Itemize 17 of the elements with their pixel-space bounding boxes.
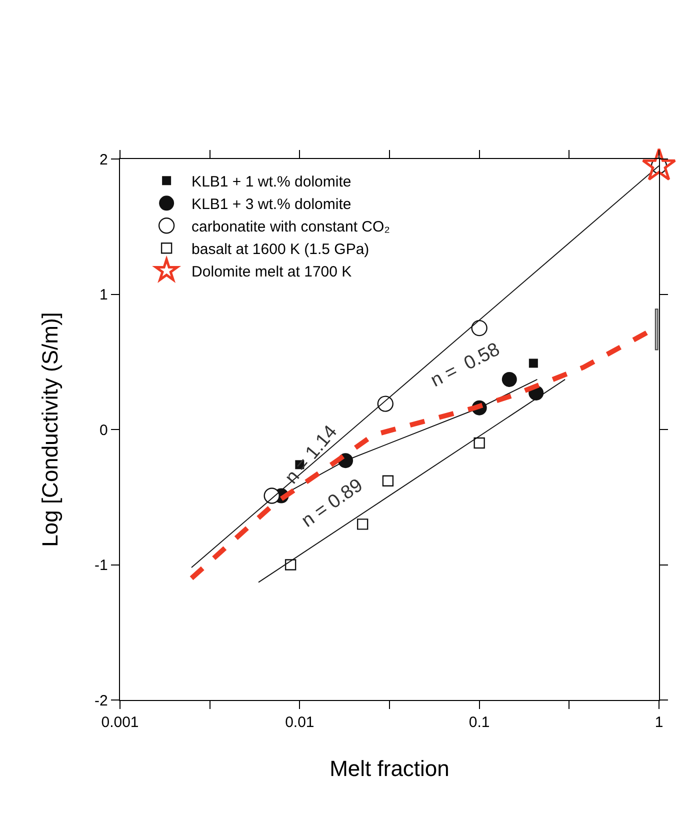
y-axis-title: Log [Conductivity (S/m)] <box>37 312 62 547</box>
y-tick-label: 2 <box>100 151 108 168</box>
y-tick-label: 1 <box>100 286 108 304</box>
y-tick-label: 0 <box>100 422 108 439</box>
x-axis-title: Melt fraction <box>330 756 450 781</box>
x-tick-label: 0.01 <box>285 714 314 732</box>
x-tick-label: 1 <box>654 714 664 732</box>
legend-label: Dolomite melt at 1700 K <box>192 264 352 281</box>
x-tick-label: 0.001 <box>101 714 139 732</box>
annotation: n = 0.58 <box>427 339 504 392</box>
legend-label: KLB1 + 1 wt.% dolomite <box>192 174 352 191</box>
legend-label: KLB1 + 3 wt.% dolomite <box>192 196 352 214</box>
y-tick-label: -2 <box>94 692 108 710</box>
x-tick-label: 0.1 <box>468 714 490 732</box>
y-tick-label: -1 <box>94 557 108 574</box>
legend-label: carbonatite with constant CO₂ <box>192 218 390 236</box>
legend-label: basalt at 1600 K (1.5 GPa) <box>192 241 370 258</box>
